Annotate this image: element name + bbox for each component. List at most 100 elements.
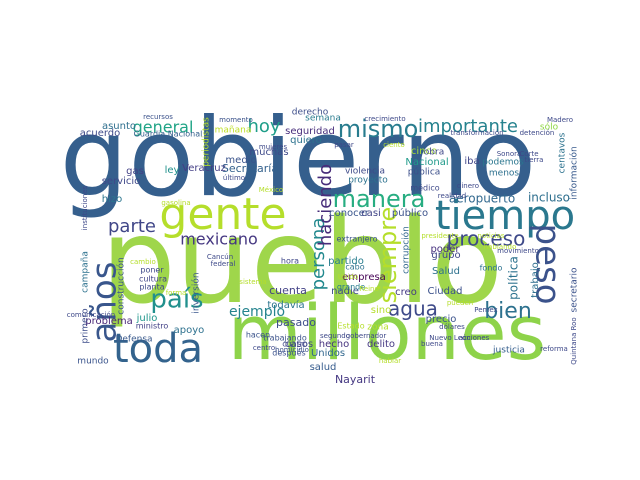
word-información: información — [569, 146, 580, 199]
word-aeropuerto: aeropuerto — [449, 192, 515, 206]
word-trabajo: trabajo — [530, 262, 541, 298]
word-empresa: empresa — [342, 272, 386, 283]
word-delito: delito — [367, 339, 395, 350]
word-unidos: Unidos — [311, 348, 345, 359]
word-nuevo-león: Nuevo León — [429, 334, 470, 342]
word-incluso: incluso — [528, 191, 570, 205]
word-mujeres: mujeres — [259, 143, 288, 151]
word-presidente: presidente — [421, 232, 458, 240]
word-bien: bien — [484, 299, 532, 324]
word-pueblo: pueblo — [101, 192, 503, 330]
word-proceso: proceso — [447, 227, 526, 251]
word-transformación: transformación — [450, 129, 503, 137]
word-zona: zona — [367, 323, 388, 333]
word-recursos: recursos — [143, 113, 173, 121]
word-ley: ley — [165, 165, 180, 176]
word-obra: obra — [424, 148, 444, 158]
word-problema: problema — [85, 316, 133, 327]
word-movimiento: movimiento — [497, 247, 539, 255]
word-pueden: pueden — [447, 299, 473, 307]
word-unido: Unido — [338, 273, 358, 281]
word-hecho: hecho — [319, 339, 349, 350]
word-corte: Corte — [519, 150, 538, 158]
word-dólares: dólares — [439, 323, 465, 331]
word-justicia: justicia — [492, 346, 525, 356]
word-cuatro: cuatro — [282, 340, 308, 349]
word-construcción: construcción — [116, 257, 127, 314]
word-todavía: todavía — [267, 299, 304, 311]
word-veracruz: Veracruz — [182, 163, 226, 174]
word-reforma: reforma — [540, 345, 568, 353]
word-toda: toda — [113, 326, 203, 372]
word-derecho: derecho — [292, 108, 329, 118]
word-servicio: servicio — [102, 176, 141, 187]
word-detención: detención — [520, 129, 555, 137]
word-inversión: inversión — [191, 272, 202, 313]
word-acuerdo: acuerdo — [80, 128, 121, 139]
word-nacional: Nacional — [405, 157, 448, 168]
word-poner: poner — [140, 266, 164, 275]
word-público: público — [392, 207, 428, 219]
word-guardia-nacional: Guardia Nacional — [134, 130, 203, 139]
word-haciendo: haciendo — [315, 164, 336, 246]
word-casos: casos — [285, 339, 313, 350]
word-mañana: mañana — [215, 126, 252, 136]
word-después: después — [272, 348, 305, 358]
word-pública: pública — [408, 168, 441, 178]
word-medio: medio — [225, 155, 256, 166]
word-ciudad: Ciudad — [428, 286, 463, 297]
word-extranjero: extranjero — [336, 235, 377, 244]
word-sólo: sólo — [540, 122, 559, 133]
word-segundo: segundo — [320, 332, 350, 340]
word-cinco: cinco — [411, 146, 437, 157]
word-último: último — [223, 174, 245, 182]
word-conocer: conocer — [329, 208, 370, 219]
word-secretaría: Secretaría — [222, 162, 278, 175]
word-sistema: sistema — [239, 278, 266, 286]
word-precio: precio — [426, 314, 457, 325]
word-corrupción: corrupción — [401, 226, 412, 274]
word-ejemplo: ejemplo — [229, 304, 285, 320]
word-estado: Estado — [337, 322, 364, 331]
word-millones: millones — [228, 288, 546, 377]
word-menos: menos — [489, 169, 520, 179]
word-nadie: nadie — [331, 286, 359, 297]
word-política: política — [507, 256, 521, 300]
word-peso: peso — [528, 223, 568, 304]
word-grupo: grupo — [431, 250, 460, 261]
word-general: general — [133, 118, 194, 137]
word-méxico: México — [259, 186, 283, 194]
word-pasar: pasar — [334, 141, 354, 149]
word-años: años — [85, 262, 125, 343]
word-país: país — [150, 285, 203, 315]
word-comunicación: comunicación — [67, 311, 115, 319]
word-federal: federal — [211, 260, 236, 268]
word-julio: julio — [136, 313, 158, 324]
word-grande: grande — [337, 283, 365, 292]
word-planta: planta — [139, 283, 164, 292]
word-instituciones: instituciones — [81, 185, 89, 230]
word-buena: buena — [421, 340, 443, 348]
word-partido: partido — [328, 256, 364, 267]
word-hoy: hoy — [247, 116, 280, 137]
word-poder: poder — [430, 244, 460, 255]
word-parte: parte — [108, 216, 156, 237]
word-podemos: podemos — [482, 158, 524, 168]
word-cuenta: cuenta — [269, 284, 307, 297]
word-ministro: ministro — [136, 322, 169, 331]
word-manera: manera — [333, 185, 426, 213]
word-casi: casi — [361, 208, 381, 219]
word-cambio: cambio — [130, 258, 156, 266]
word-apoyo: apoyo — [174, 325, 205, 336]
word-hora: hora — [281, 257, 299, 266]
word-centavos: centavos — [558, 132, 568, 173]
word-sino: sino — [371, 305, 391, 316]
word-tiempo: tiempo — [435, 193, 575, 239]
word-sonora: Sonora — [497, 150, 522, 158]
word-gas: gas — [126, 166, 144, 177]
word-madero: Madero — [547, 116, 573, 124]
word-agua: agua — [388, 297, 438, 321]
word-seguridad: seguridad — [285, 126, 335, 137]
word-reino: Reino — [359, 285, 379, 293]
